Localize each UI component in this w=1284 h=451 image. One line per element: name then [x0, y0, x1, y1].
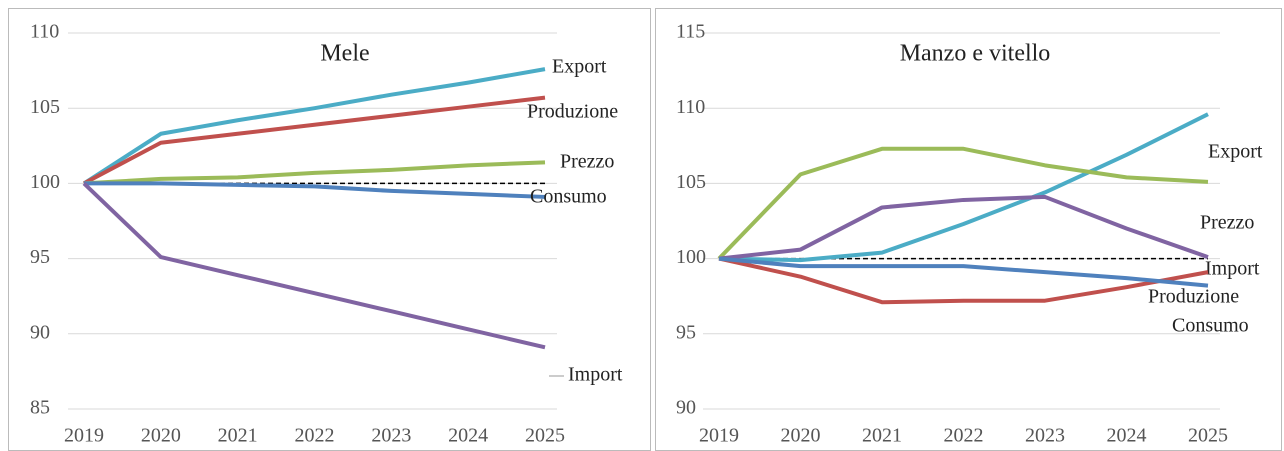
- x-tick-label: 2021: [218, 425, 258, 447]
- y-tick-label: 95: [30, 246, 50, 268]
- series-label: Consumo: [1172, 315, 1249, 337]
- data-line: [83, 95, 546, 186]
- data-line: [718, 194, 1209, 261]
- data-line: [718, 112, 1209, 263]
- x-tick-label: 2019: [64, 425, 104, 447]
- y-tick-label: 100: [676, 246, 706, 268]
- series-label: Export: [1208, 141, 1263, 163]
- y-tick-label: 105: [676, 171, 706, 193]
- y-tick-label: 115: [676, 21, 705, 43]
- x-tick-label: 2020: [141, 425, 181, 447]
- y-tick-label: 95: [676, 321, 696, 343]
- series-label: Import: [568, 364, 623, 386]
- x-tick-label: 2024: [448, 425, 488, 447]
- y-tick-label: 85: [30, 397, 50, 419]
- y-tick-label: 110: [30, 21, 59, 43]
- y-tick-label: 105: [30, 96, 60, 118]
- series-label: Import: [1205, 258, 1260, 280]
- data-line: [82, 67, 546, 186]
- data-line: [83, 160, 546, 186]
- data-line: [84, 181, 546, 199]
- x-tick-label: 2023: [371, 425, 411, 447]
- series-label: Prezzo: [560, 151, 614, 173]
- y-tick-label: 110: [676, 96, 705, 118]
- series-label: Consumo: [530, 186, 607, 208]
- data-line: [718, 256, 1209, 288]
- x-tick-label: 2022: [295, 425, 335, 447]
- series-label: Produzione: [527, 101, 618, 123]
- series-label: Prezzo: [1200, 212, 1254, 234]
- x-tick-label: 2020: [781, 425, 821, 447]
- y-tick-label: 90: [30, 321, 50, 343]
- data-line: [717, 146, 1209, 260]
- x-tick-label: 2021: [862, 425, 902, 447]
- x-tick-label: 2024: [1107, 425, 1147, 447]
- chart-title: Manzo e vitello: [900, 41, 1051, 67]
- series-label: Export: [552, 56, 607, 78]
- x-tick-label: 2023: [1025, 425, 1065, 447]
- x-tick-label: 2025: [525, 425, 565, 447]
- y-tick-label: 90: [676, 397, 696, 419]
- chart-title: Mele: [320, 41, 369, 67]
- x-tick-label: 2025: [1188, 425, 1228, 447]
- x-tick-label: 2019: [699, 425, 739, 447]
- data-line: [718, 256, 1209, 305]
- series-label: Produzione: [1148, 286, 1239, 308]
- x-tick-label: 2022: [944, 425, 984, 447]
- data-line: [82, 181, 546, 350]
- y-tick-label: 100: [30, 171, 60, 193]
